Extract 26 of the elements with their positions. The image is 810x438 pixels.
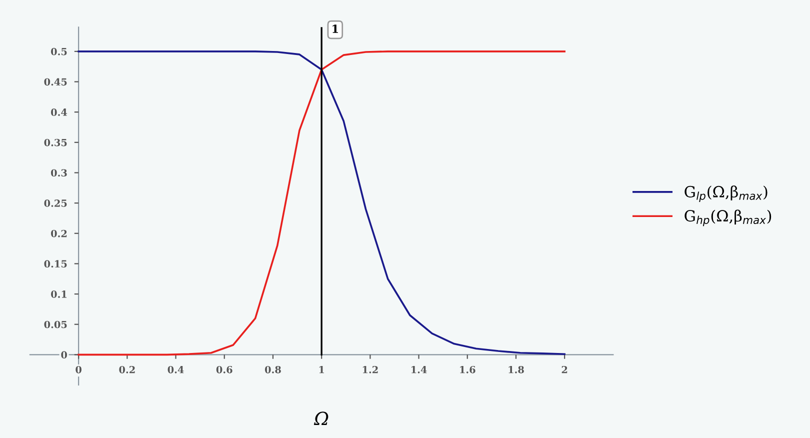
x-tick-label: 1.4 — [412, 366, 427, 374]
x-tick-label: 1.6 — [460, 366, 476, 374]
y-tick-label: 0.3 — [51, 169, 67, 177]
x-tick-label: 0.4 — [168, 366, 184, 374]
y-tick-label: 0.1 — [51, 290, 66, 298]
y-tick-label: 0.05 — [44, 320, 67, 328]
ref-line-label: 1 — [332, 24, 338, 33]
y-tick-label: 0.45 — [44, 78, 67, 86]
legend-label: G$_{lp}$(Ω,β$_{max}$) — [684, 186, 768, 202]
x-tick-label: 0.2 — [119, 366, 135, 374]
x-tick-label: 1.2 — [362, 366, 378, 374]
y-tick-label: 0.35 — [44, 138, 67, 146]
y-tick-label: 0 — [61, 351, 68, 359]
y-tick-label: 0.2 — [51, 230, 67, 238]
x-axis-title: Ω — [314, 412, 328, 426]
y-tick-label: 0.4 — [51, 108, 68, 116]
x-tick-label: 1.8 — [508, 366, 524, 374]
legend-label: G$_{hp}$(Ω,β$_{max}$) — [684, 210, 772, 226]
x-tick-label: 0 — [76, 366, 82, 374]
x-tick-label: 0.8 — [264, 366, 281, 374]
x-tick-label: 1 — [319, 366, 324, 374]
y-tick-label: 0.15 — [44, 260, 67, 268]
y-tick-label: 0.5 — [51, 48, 67, 56]
y-tick-label: 0.25 — [44, 200, 67, 207]
x-tick-label: 2 — [562, 366, 568, 374]
x-tick-label: 0.6 — [216, 366, 232, 374]
